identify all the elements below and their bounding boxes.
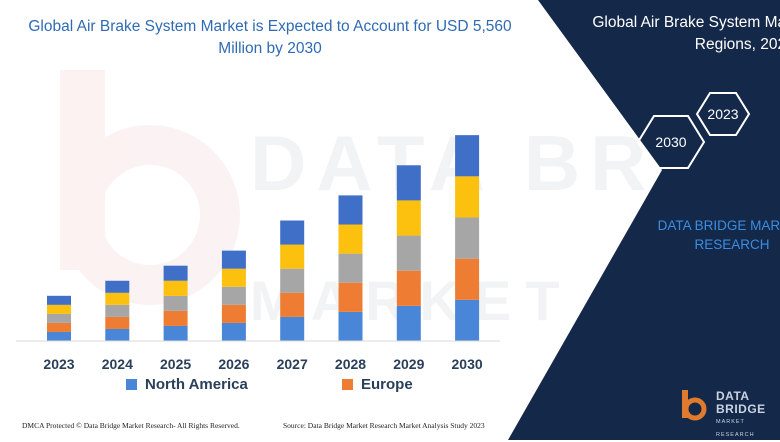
right-panel-title: Global Air Brake System Market Regions, … <box>572 12 780 56</box>
legend-item-europe: Europe <box>342 376 413 393</box>
bar-segment-2029-s2 <box>396 270 421 306</box>
brand-logo-text: DATA BRIDGE MARKET RESEARCH <box>716 390 780 442</box>
bar-segment-2023-s2 <box>47 322 71 332</box>
x-tick-label-2026: 2026 <box>218 356 249 372</box>
hex-badge-2023-label: 2023 <box>707 106 738 122</box>
bar-segment-2028-s3 <box>338 253 363 283</box>
bar-segment-2024-s5 <box>105 280 130 293</box>
chart-title: Global Air Brake System Market is Expect… <box>28 18 512 57</box>
bar-segment-2026-s3 <box>221 286 246 305</box>
bar-segment-2026-s2 <box>221 304 246 323</box>
bar-segment-2024-s4 <box>105 292 130 305</box>
bar-segment-2024-s1 <box>105 328 130 341</box>
bar-segment-2023-s3 <box>47 313 71 323</box>
bar-segment-2029-s4 <box>396 200 421 236</box>
bar-segment-2027-s2 <box>280 292 305 317</box>
x-tick-label-2027: 2027 <box>277 356 308 372</box>
x-tick-label-2025: 2025 <box>160 356 191 372</box>
legend-label-north-america: North America <box>145 376 248 393</box>
bar-segment-2029-s3 <box>396 235 421 271</box>
bar-segment-2027-s1 <box>280 316 305 341</box>
bar-segment-2023-s4 <box>47 304 71 314</box>
x-tick-label-2030: 2030 <box>452 356 483 372</box>
bar-segment-2029-s5 <box>396 165 421 201</box>
bar-segment-2028-s1 <box>338 311 363 341</box>
legend-swatch-europe <box>342 379 353 390</box>
legend-label-europe: Europe <box>361 376 413 393</box>
bar-segment-2026-s4 <box>221 268 246 287</box>
bar-segment-2030-s3 <box>455 217 480 259</box>
bar-segment-2025-s3 <box>163 295 188 311</box>
brand-logo-name: DATA BRIDGE <box>716 389 766 416</box>
bar-segment-2028-s2 <box>338 282 363 312</box>
right-panel-title-line2: Regions, 2023 to <box>694 36 780 53</box>
legend-swatch-north-america <box>126 379 137 390</box>
bar-segment-2024-s3 <box>105 304 130 317</box>
x-tick-label-2023: 2023 <box>43 356 74 372</box>
x-tick-label-2028: 2028 <box>335 356 366 372</box>
bar-segment-2027-s4 <box>280 244 305 269</box>
hex-badge-2030-label: 2030 <box>655 134 686 150</box>
bar-segment-2029-s1 <box>396 305 421 341</box>
bar-segment-2030-s2 <box>455 258 480 300</box>
bar-segment-2025-s5 <box>163 265 188 281</box>
bar-segment-2028-s4 <box>338 224 363 254</box>
right-panel-title-line1: Global Air Brake System Market <box>592 14 780 31</box>
bar-segment-2025-s1 <box>163 325 188 341</box>
brand-logo-icon <box>682 390 707 421</box>
bar-segment-2025-s2 <box>163 310 188 326</box>
brand-text: DATA BRIDGE MARKET RESEARCH <box>632 216 780 254</box>
bar-segment-2030-s5 <box>455 135 480 177</box>
bar-segment-2027-s3 <box>280 268 305 293</box>
bar-segment-2023-s1 <box>47 331 71 341</box>
hex-badge-2030 <box>636 115 706 169</box>
x-tick-label-2024: 2024 <box>102 356 133 372</box>
hex-badge-2023 <box>695 92 751 136</box>
bar-segment-2027-s5 <box>280 220 305 245</box>
footer-copyright: DMCA Protected © Data Bridge Market Rese… <box>22 421 240 430</box>
bar-segment-2030-s1 <box>455 299 480 341</box>
legend-item-north-america: North America <box>126 376 248 393</box>
x-tick-label-2029: 2029 <box>393 356 424 372</box>
bar-segment-2030-s4 <box>455 176 480 218</box>
brand-line1: DATA BRIDGE MARKET <box>657 218 780 233</box>
bar-segment-2028-s5 <box>338 195 363 225</box>
bar-segment-2026-s1 <box>221 322 246 341</box>
bar-segment-2026-s5 <box>221 250 246 269</box>
bar-segment-2025-s4 <box>163 280 188 296</box>
footer-source: Source: Data Bridge Market Research Mark… <box>283 421 485 430</box>
bar-segment-2024-s2 <box>105 316 130 329</box>
brand-line2: RESEARCH <box>694 237 770 252</box>
brand-logo-subtext: MARKET RESEARCH <box>716 419 755 438</box>
bar-segment-2023-s5 <box>47 295 71 305</box>
